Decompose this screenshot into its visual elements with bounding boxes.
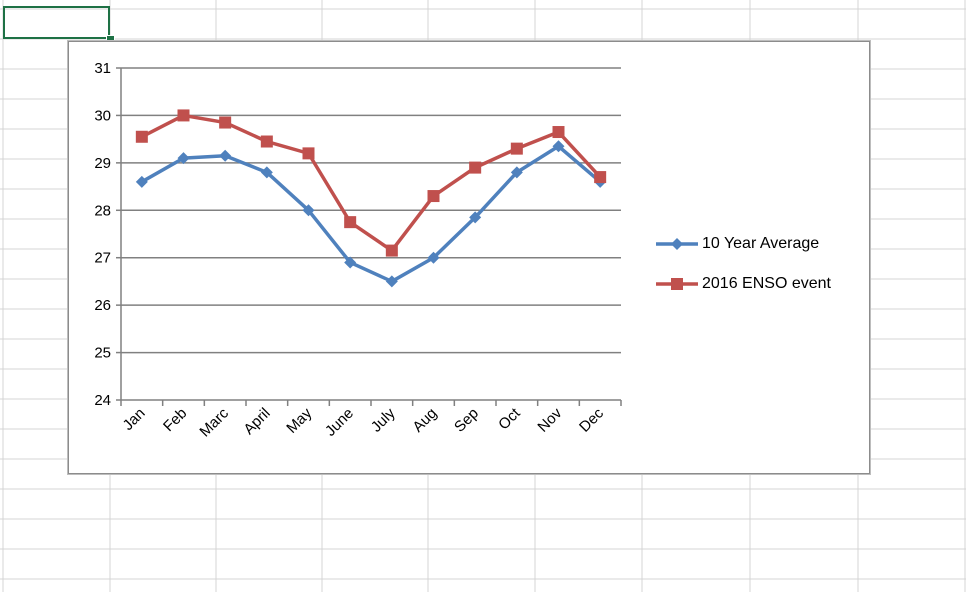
series-1-point-0 [135,130,148,143]
series-0-point-6 [385,275,398,288]
series-1-point-9 [510,142,523,155]
series-1-line [141,113,602,253]
x-tick-label-1: Feb [160,405,190,435]
series-0-point-10 [552,140,565,153]
x-tick-label-11: Dec [576,404,607,435]
x-tick-label-0: Jan [120,405,149,434]
legend-item-series-0: 10 Year Average [656,224,831,264]
series-0-line [140,144,602,284]
y-tick-label-6: 30 [94,107,111,124]
series-1-point-7 [427,190,440,203]
y-tick-label-4: 28 [94,202,111,219]
x-tick-label-10: Nov [534,404,565,435]
legend-swatch-series-0 [656,237,698,251]
legend-label-series-0: 10 Year Average [702,235,820,252]
series-1-point-3 [260,135,273,148]
series-0-point-5 [344,256,357,269]
legend-point-series-0 [671,238,683,250]
series-0-point-3 [260,166,273,179]
series-1-point-10 [552,126,565,139]
x-tick-label-8: Sep [451,405,482,436]
series-0-point-1 [177,152,190,165]
y-tick-label-5: 29 [94,155,111,172]
selected-cell[interactable] [3,6,110,39]
y-tick-label-3: 27 [94,250,111,267]
series-1-point-5 [344,216,357,229]
legend-marker-series-0 [656,238,698,250]
x-tick-label-5: June [322,405,357,440]
series-1-point-8 [469,161,482,174]
series-1 [135,109,607,257]
series-0-point-4 [302,204,315,217]
series-1-point-2 [219,116,232,129]
x-tick-label-3: April [240,405,273,438]
chart-legend: 10 Year Average 2016 ENSO event [656,224,831,304]
series-0-point-9 [510,166,523,179]
legend-item-series-1: 2016 ENSO event [656,264,831,304]
series-1-point-11 [594,171,607,184]
gridlines [116,67,621,401]
series-1-point-1 [177,109,190,122]
series-0-point-0 [135,175,148,188]
series-0-point-8 [469,211,482,224]
x-tick-label-4: May [283,404,315,436]
x-tick-label-6: July [368,404,399,435]
x-tick-label-9: Oct [495,404,524,433]
y-tick-label-0: 24 [94,392,111,409]
series-1-point-4 [302,147,315,160]
chart-container[interactable]: 24 25 26 27 28 29 30 31 Jan Feb Marc April May June Ju… [68,41,870,474]
x-tick-label-2: Marc [196,404,232,440]
x-tick-label-7: Aug [409,405,440,436]
legend-marker-series-1 [656,278,698,290]
series-1-point-6 [385,244,398,257]
y-tick-label-1: 25 [94,345,111,362]
series-0-point-2 [219,149,232,162]
legend-swatch-series-1 [656,277,698,291]
y-tick-label-7: 31 [94,60,111,77]
legend-label-series-1: 2016 ENSO event [702,275,831,292]
legend-point-series-1 [671,278,683,290]
series-0-point-7 [427,251,440,264]
line-chart: 24 25 26 27 28 29 30 31 Jan Feb Marc April May June Ju… [94,60,622,440]
y-tick-label-2: 26 [94,297,111,314]
